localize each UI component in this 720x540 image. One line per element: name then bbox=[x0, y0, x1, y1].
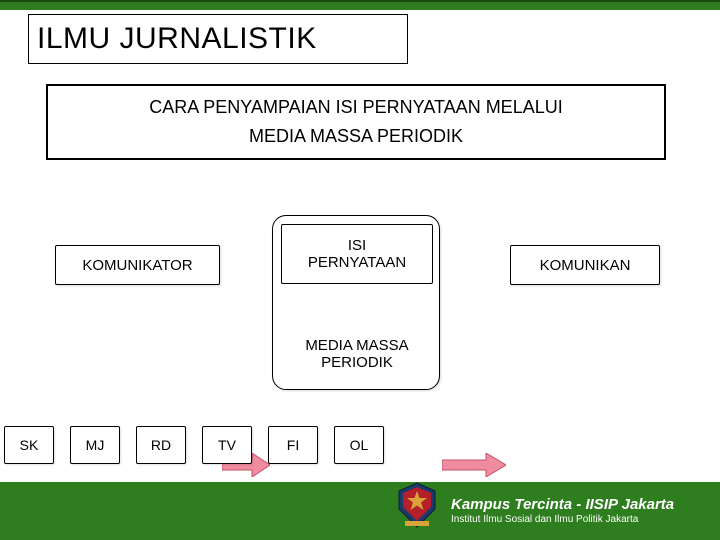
media-code: TV bbox=[218, 437, 236, 453]
media-type-sk: SK bbox=[4, 426, 54, 464]
footer-text: Kampus Tercinta - IISIP Jakarta Institut… bbox=[451, 496, 674, 526]
node-komunikan-label: KOMUNIKAN bbox=[540, 257, 631, 274]
footer-logo-icon bbox=[395, 481, 439, 529]
footer-line1: Kampus Tercinta - IISIP Jakarta bbox=[451, 496, 674, 514]
node-komunikator: KOMUNIKATOR bbox=[55, 245, 220, 285]
node-media-line1: MEDIA MASSA bbox=[305, 337, 408, 354]
node-komunikator-label: KOMUNIKATOR bbox=[82, 257, 192, 274]
page-title: ILMU JURNALISTIK bbox=[37, 22, 317, 56]
top-accent-bar bbox=[0, 0, 720, 10]
media-type-rd: RD bbox=[136, 426, 186, 464]
node-isi-line1: ISI bbox=[348, 237, 366, 254]
title-box: ILMU JURNALISTIK bbox=[28, 14, 408, 64]
footer-bar: Kampus Tercinta - IISIP Jakarta Institut… bbox=[0, 482, 720, 540]
subtitle-line2: MEDIA MASSA PERIODIK bbox=[249, 126, 463, 147]
node-isi-pernyataan: ISI PERNYATAAN bbox=[281, 224, 433, 284]
arrow-isi-to-komunikan bbox=[442, 453, 506, 477]
media-code: RD bbox=[151, 437, 171, 453]
media-code: SK bbox=[20, 437, 39, 453]
media-code: OL bbox=[350, 437, 369, 453]
node-media-line2: PERIODIK bbox=[321, 354, 393, 371]
node-media-massa: MEDIA MASSA PERIODIK bbox=[281, 326, 433, 382]
media-type-mj: MJ bbox=[70, 426, 120, 464]
node-center-group: ISI PERNYATAAN MEDIA MASSA PERIODIK bbox=[272, 215, 440, 390]
media-type-ol: OL bbox=[334, 426, 384, 464]
footer-line2: Institut Ilmu Sosial dan Ilmu Politik Ja… bbox=[451, 514, 674, 526]
subtitle-box: CARA PENYAMPAIAN ISI PERNYATAAN MELALUI … bbox=[46, 84, 666, 160]
media-code: FI bbox=[287, 437, 299, 453]
node-komunikan: KOMUNIKAN bbox=[510, 245, 660, 285]
media-type-fi: FI bbox=[268, 426, 318, 464]
flow-diagram: KOMUNIKATOR ISI PERNYATAAN MEDIA MASSA P… bbox=[0, 215, 720, 415]
node-isi-line2: PERNYATAAN bbox=[308, 254, 406, 271]
media-type-tv: TV bbox=[202, 426, 252, 464]
media-code: MJ bbox=[86, 437, 105, 453]
media-types-row: SK MJ RD TV FI OL bbox=[4, 426, 384, 464]
subtitle-line1: CARA PENYAMPAIAN ISI PERNYATAAN MELALUI bbox=[149, 97, 562, 118]
